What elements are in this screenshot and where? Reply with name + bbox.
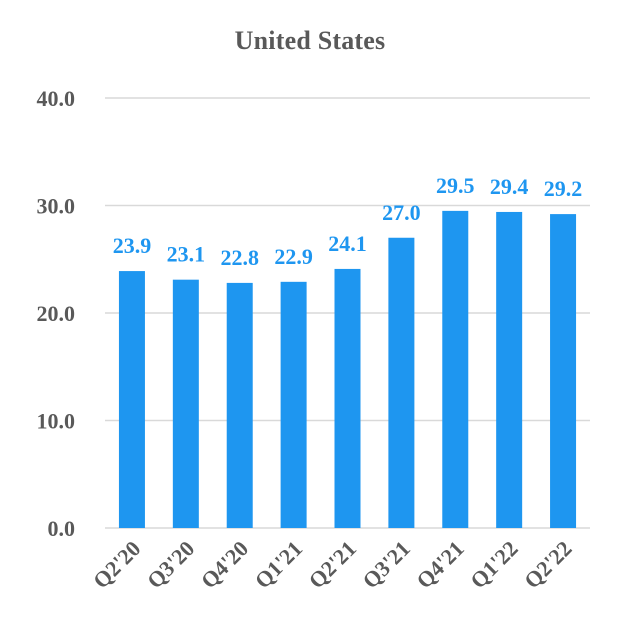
bar bbox=[118, 271, 145, 528]
bar bbox=[334, 268, 361, 528]
x-tick-label: Q2'20 bbox=[88, 536, 145, 593]
bar bbox=[388, 237, 415, 528]
bar bbox=[442, 210, 469, 528]
y-tick-label: 30.0 bbox=[37, 194, 76, 219]
bar bbox=[280, 281, 307, 528]
y-tick-label: 40.0 bbox=[37, 86, 76, 111]
data-label: 22.8 bbox=[220, 245, 259, 270]
data-label: 23.9 bbox=[113, 233, 152, 258]
y-tick-label: 20.0 bbox=[37, 301, 76, 326]
y-tick-label: 10.0 bbox=[37, 409, 76, 434]
x-tick-label: Q1'21 bbox=[250, 536, 307, 593]
data-label: 29.2 bbox=[544, 176, 583, 201]
x-tick-label: Q1'22 bbox=[465, 536, 522, 593]
data-label: 27.0 bbox=[382, 200, 421, 225]
data-label: 22.9 bbox=[274, 244, 313, 269]
y-tick-label: 0.0 bbox=[48, 516, 76, 541]
x-tick-label: Q3'21 bbox=[357, 536, 414, 593]
bar bbox=[550, 214, 577, 528]
x-tick-label: Q2'21 bbox=[304, 536, 361, 593]
data-label: 23.1 bbox=[167, 242, 206, 267]
chart-title: United States bbox=[234, 26, 386, 55]
x-tick-label: Q4'21 bbox=[411, 536, 468, 593]
bar bbox=[496, 211, 523, 528]
x-tick-label: Q2'22 bbox=[519, 536, 576, 593]
x-tick-label: Q3'20 bbox=[142, 536, 199, 593]
bar bbox=[226, 282, 253, 528]
x-tick-label: Q4'20 bbox=[196, 536, 253, 593]
data-label: 24.1 bbox=[328, 231, 367, 256]
data-label: 29.4 bbox=[490, 174, 529, 199]
bar bbox=[172, 279, 199, 528]
data-label: 29.5 bbox=[436, 173, 475, 198]
